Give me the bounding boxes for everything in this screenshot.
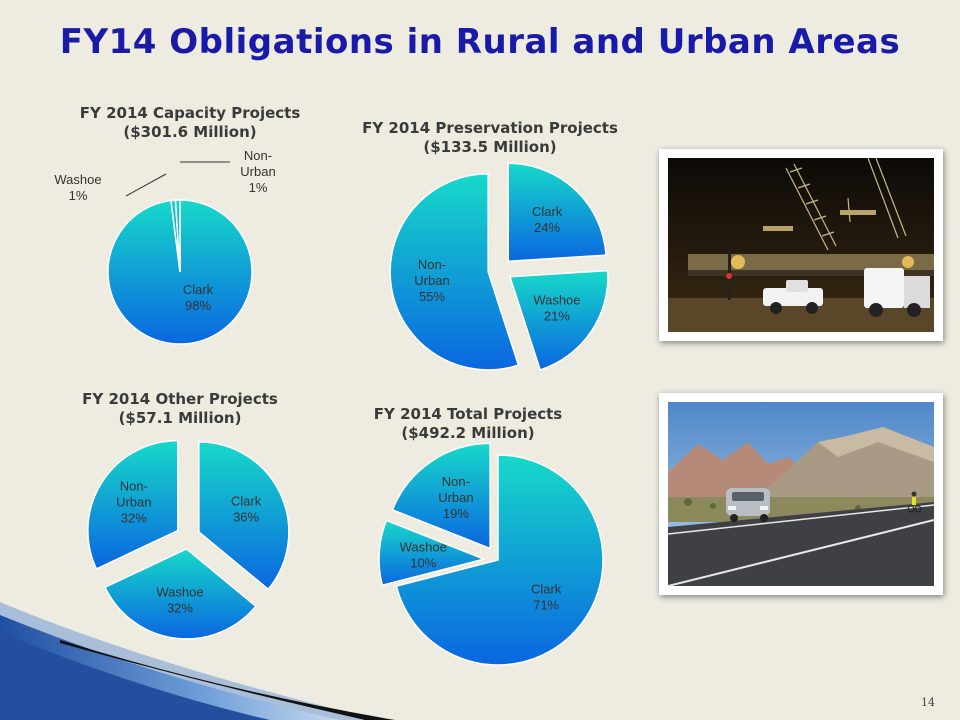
capacity-chart-title: FY 2014 Capacity Projects ($301.6 Millio… (60, 104, 320, 142)
other-chart-title: FY 2014 Other Projects ($57.1 Million) (50, 390, 310, 428)
preservation-chart-title: FY 2014 Preservation Projects ($133.5 Mi… (340, 119, 640, 157)
capacity-title-line1: FY 2014 Capacity Projects (79, 104, 301, 122)
other-title-line1: FY 2014 Other Projects (82, 390, 278, 408)
other-label-washoe: Washoe 32% (156, 585, 203, 616)
capacity-pie-chart: Clark 98% Washoe 1% Non-Urban 1% (54, 148, 276, 345)
other-label-clark: Clark 36% (231, 494, 262, 525)
capacity-title-line2: ($301.6 Million) (123, 123, 257, 141)
other-slice-clark (198, 441, 290, 591)
other-label-non-urban: Non-Urban 32% (116, 479, 151, 526)
total-title-line1: FY 2014 Total Projects (373, 405, 563, 423)
page-number: 14 (921, 696, 935, 709)
other-slice-non-urban (87, 439, 179, 570)
preservation-label-clark: Clark 24% (532, 204, 563, 235)
night-construction-photo (659, 149, 943, 341)
slide-title: FY14 Obligations in Rural and Urban Area… (59, 22, 901, 62)
preservation-label-washoe: Washoe 21% (533, 293, 580, 324)
total-pie-chart: Clark 71% Washoe 10% Non-Urban 19% (378, 442, 604, 666)
desert-highway-photo-icon (668, 402, 934, 586)
total-slice-non-urban (391, 442, 491, 550)
total-label-non-urban: Non-Urban 19% (438, 474, 473, 521)
preservation-slice-clark (507, 162, 607, 263)
other-slice-washoe (104, 548, 257, 640)
other-title-line2: ($57.1 Million) (118, 409, 242, 427)
total-slice-clark (395, 454, 604, 666)
total-label-washoe: Washoe 10% (400, 539, 447, 570)
capacity-label-washoe: Washoe 1% (54, 172, 101, 203)
preservation-title-line2: ($133.5 Million) (423, 138, 557, 156)
preservation-label-non-urban: Non-Urban 55% (414, 257, 449, 304)
desert-highway-photo (659, 393, 943, 595)
preservation-title-line1: FY 2014 Preservation Projects (362, 119, 618, 137)
total-slice-washoe (378, 519, 487, 587)
capacity-slice-non-urban (174, 199, 181, 273)
total-title-line2: ($492.2 Million) (401, 424, 535, 442)
total-label-clark: Clark 71% (531, 581, 562, 612)
capacity-leader-washoe (125, 173, 167, 197)
night-construction-photo-icon (668, 158, 934, 332)
capacity-label-non-urban: Non-Urban 1% (240, 148, 275, 195)
other-pie-chart: Clark 36% Washoe 32% Non-Urban 32% (87, 439, 290, 640)
capacity-label-clark: Clark 98% (183, 282, 214, 313)
preservation-slice-non-urban (389, 173, 520, 371)
total-chart-title: FY 2014 Total Projects ($492.2 Million) (338, 405, 598, 443)
preservation-pie-chart: Clark 24% Washoe 21% Non-Urban 55% (389, 162, 609, 371)
preservation-slice-washoe (508, 269, 609, 371)
